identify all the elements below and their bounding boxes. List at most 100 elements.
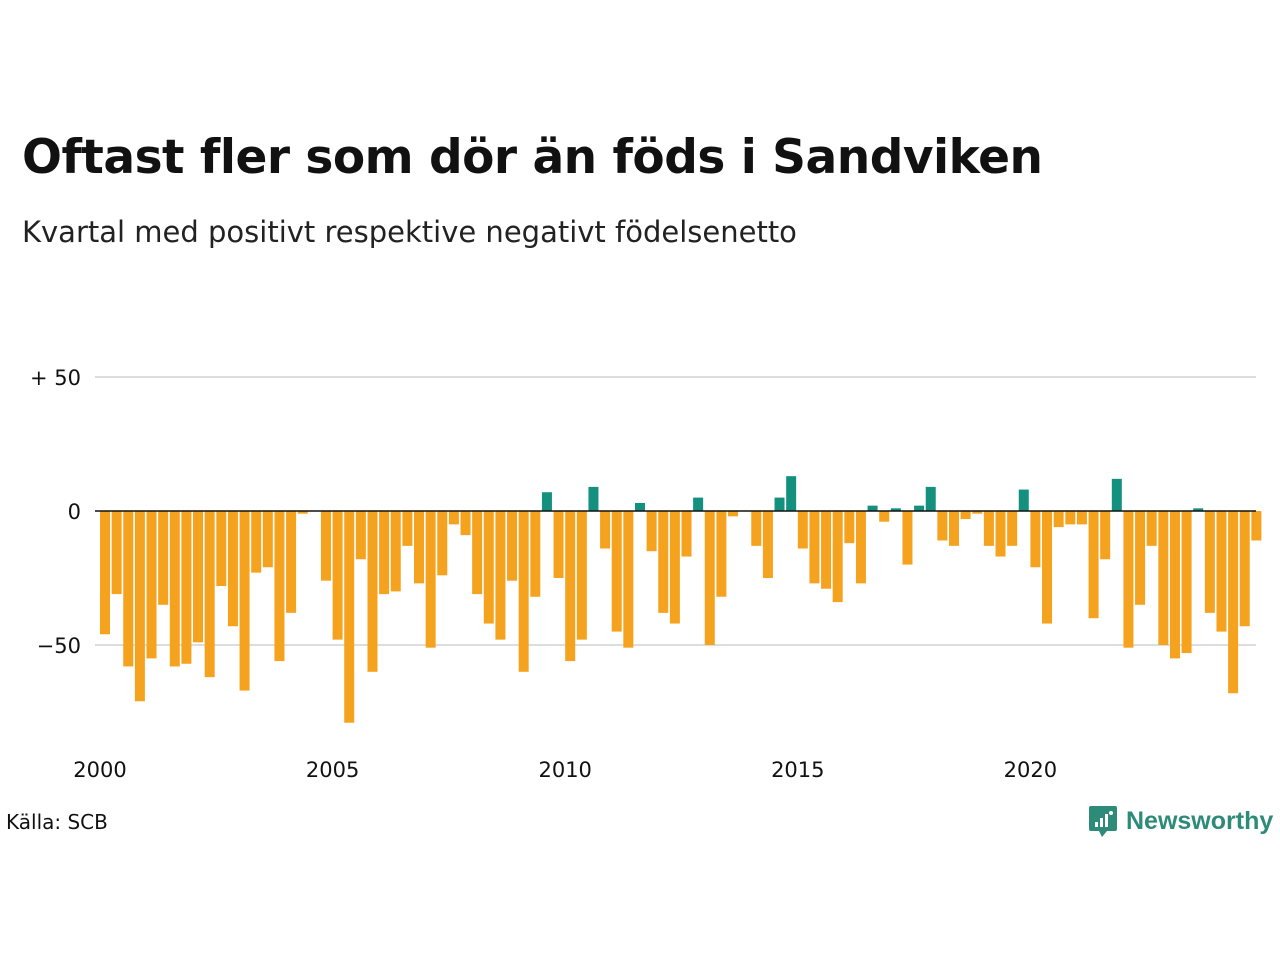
- bar-negative: [658, 511, 669, 613]
- bar-negative: [297, 511, 308, 514]
- bar-negative: [902, 511, 913, 565]
- bar-negative: [437, 511, 448, 576]
- bars: [100, 476, 1262, 723]
- bar-negative: [402, 511, 413, 546]
- bar-negative: [565, 511, 576, 662]
- bar-negative: [646, 511, 657, 552]
- bar-negative: [1076, 511, 1087, 525]
- bar-negative: [1042, 511, 1053, 624]
- bar-negative: [367, 511, 378, 672]
- bar-negative: [995, 511, 1006, 557]
- bar-negative: [1007, 511, 1018, 546]
- bar-negative: [972, 511, 983, 514]
- bar-positive: [693, 497, 704, 511]
- chart-subtitle: Kvartal med positivt respektive negativt…: [22, 215, 797, 249]
- bar-positive: [914, 505, 925, 511]
- bar-positive: [1111, 478, 1122, 511]
- bar-negative: [1146, 511, 1157, 546]
- bar-negative: [507, 511, 518, 581]
- y-tick-label: + 50: [30, 366, 81, 390]
- bar-negative: [100, 511, 110, 635]
- bar-negative: [669, 511, 680, 624]
- source-note: Källa: SCB: [6, 810, 108, 834]
- bar-negative: [239, 511, 250, 691]
- bar-negative: [1100, 511, 1111, 560]
- bar-negative: [1030, 511, 1041, 568]
- bar-negative: [716, 511, 727, 597]
- bar-negative: [274, 511, 285, 662]
- bar-positive: [774, 497, 785, 511]
- x-tick-label: 2010: [538, 758, 591, 782]
- bar-negative: [1065, 511, 1076, 525]
- gridlines: [95, 376, 1256, 646]
- bar-positive: [1018, 489, 1029, 511]
- bar-negative: [948, 511, 959, 546]
- bar-negative: [193, 511, 204, 643]
- y-tick-label: −50: [37, 634, 81, 658]
- bar-negative: [832, 511, 843, 603]
- bar-negative: [751, 511, 762, 546]
- bar-negative: [483, 511, 494, 624]
- bar-negative: [158, 511, 169, 605]
- bar-negative: [1088, 511, 1099, 619]
- bar-negative: [600, 511, 611, 549]
- bar-negative: [681, 511, 692, 557]
- bar-negative: [728, 511, 739, 517]
- bar-negative: [146, 511, 157, 659]
- bar-negative: [1053, 511, 1064, 528]
- bar-positive: [588, 486, 599, 511]
- bar-negative: [809, 511, 820, 584]
- x-tick-label: 2000: [73, 758, 126, 782]
- bar-negative: [576, 511, 587, 640]
- x-tick-label: 2015: [771, 758, 824, 782]
- bar-negative: [518, 511, 529, 672]
- chart-bubble-icon: [1089, 806, 1117, 837]
- bar-negative: [390, 511, 401, 592]
- bar-negative: [414, 511, 425, 584]
- newsworthy-logo[interactable]: Newsworthy: [1088, 804, 1273, 838]
- bar-negative: [495, 511, 506, 640]
- bar-negative: [1228, 511, 1239, 694]
- bar-negative: [448, 511, 459, 525]
- bar-positive: [890, 508, 901, 511]
- axes: + 50 0 −50 2000 2005 2010 2015 2020: [30, 366, 1256, 782]
- bar-positive: [786, 476, 797, 511]
- bar-negative: [1135, 511, 1146, 605]
- bar-negative: [1216, 511, 1227, 632]
- bar-negative: [169, 511, 180, 667]
- bar-negative: [425, 511, 436, 648]
- y-tick-label: 0: [68, 500, 81, 524]
- bar-negative: [204, 511, 215, 678]
- bar-negative: [553, 511, 564, 578]
- bar-negative: [611, 511, 622, 632]
- bar-negative: [530, 511, 541, 597]
- chart-title: Oftast fler som dör än föds i Sandviken: [22, 130, 1043, 185]
- bar-negative: [1181, 511, 1192, 654]
- bar-negative: [344, 511, 355, 723]
- bar-negative: [983, 511, 994, 546]
- bar-negative: [1251, 511, 1262, 541]
- bar-negative: [460, 511, 471, 536]
- bar-chart: + 50 0 −50 2000 2005 2010 2015 2020: [30, 366, 1262, 782]
- bar-negative: [111, 511, 122, 595]
- bar-negative: [855, 511, 866, 584]
- bar-negative: [704, 511, 715, 645]
- bar-negative: [332, 511, 343, 640]
- bar-negative: [762, 511, 773, 578]
- bar-negative: [262, 511, 273, 568]
- bar-negative: [844, 511, 855, 544]
- bar-negative: [251, 511, 262, 573]
- bar-negative: [379, 511, 390, 595]
- bar-negative: [181, 511, 192, 664]
- logo-text: Newsworthy: [1126, 806, 1274, 835]
- x-tick-label: 2020: [1004, 758, 1057, 782]
- bar-negative: [1169, 511, 1180, 659]
- bar-negative: [1158, 511, 1169, 645]
- bar-negative: [1123, 511, 1134, 648]
- bar-negative: [623, 511, 634, 648]
- bar-negative: [286, 511, 297, 613]
- bar-negative: [821, 511, 832, 589]
- bar-negative: [216, 511, 227, 587]
- bar-positive: [867, 505, 878, 511]
- bar-negative: [134, 511, 145, 702]
